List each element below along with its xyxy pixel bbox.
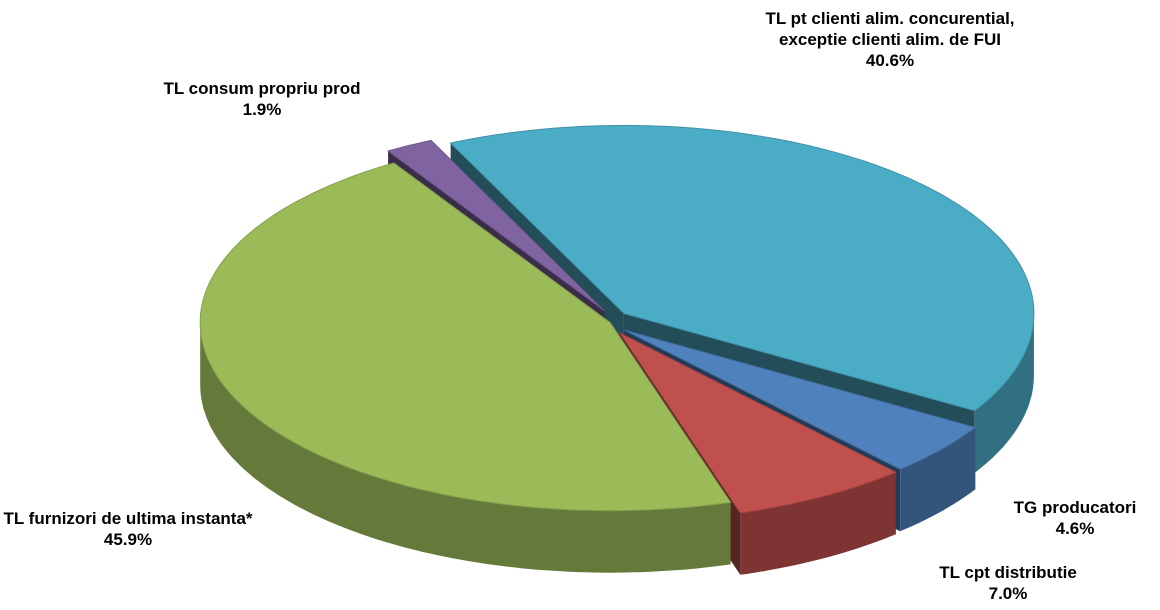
category-label: TL consum propriu prod <box>163 79 361 98</box>
slice-label: TL pt clienti alim. concurential, except… <box>755 8 1025 71</box>
value-label: 4.6% <box>1055 519 1095 538</box>
value-label: 7.0% <box>988 584 1028 603</box>
category-label: TL furnizori de ultima instanta* <box>3 509 253 528</box>
slice-label: TL cpt distributie 7.0% <box>908 562 1108 604</box>
slice <box>199 162 732 512</box>
slice-label: TL furnizori de ultima instanta* 45.9% <box>3 508 253 550</box>
slice <box>449 124 1035 412</box>
value-label: 1.9% <box>242 100 282 119</box>
category-label: TG producatori <box>1013 498 1137 517</box>
slice <box>618 331 898 514</box>
slice-side <box>200 322 731 573</box>
slice-side <box>974 313 1034 473</box>
slice <box>386 139 605 312</box>
slice <box>624 329 977 470</box>
slice-label: TG producatori 4.6% <box>975 497 1160 539</box>
value-label: 45.9% <box>103 530 153 549</box>
slice-side <box>900 427 976 532</box>
slice-side <box>740 472 896 575</box>
category-label: TL cpt distributie <box>939 563 1077 582</box>
value-label: 40.6% <box>865 51 915 70</box>
category-label: TL pt clienti alim. concurential, except… <box>765 9 1015 49</box>
slice-label: TL consum propriu prod 1.9% <box>152 78 372 120</box>
